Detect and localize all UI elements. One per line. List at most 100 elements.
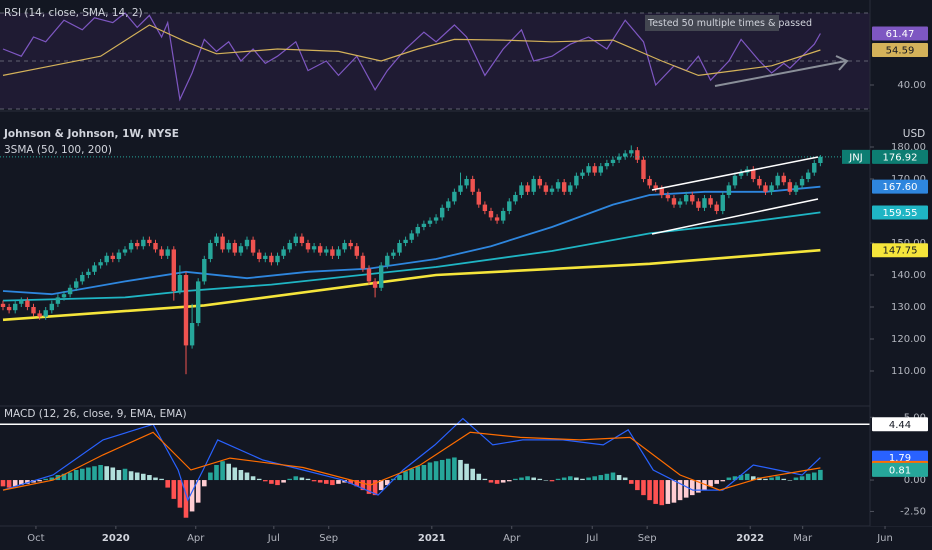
macd-title: MACD (12, 26, close, 9, EMA, EMA): [4, 408, 187, 420]
candle-body: [378, 265, 384, 288]
histogram-bar: [427, 462, 433, 481]
histogram-bar: [378, 480, 384, 491]
histogram-bar: [293, 476, 299, 481]
candle-body: [165, 249, 170, 256]
candle-body: [104, 255, 109, 263]
candle-body: [116, 252, 122, 259]
price-axis: 40.0061.4754.59180.00170.00150.00140.001…: [842, 0, 932, 526]
candle-body: [720, 195, 725, 211]
histogram-bar: [397, 475, 402, 481]
histogram-bar: [134, 472, 140, 481]
candle-body: [409, 233, 414, 240]
series-line: [2, 24, 821, 77]
price-subtitle: 3SMA (50, 100, 200): [4, 144, 112, 156]
y-tick-label: 130.00: [891, 302, 926, 313]
candle-body: [537, 179, 542, 186]
candle-body: [787, 182, 793, 192]
histogram-bar: [732, 476, 738, 481]
series-line: [2, 431, 821, 491]
histogram-bar: [67, 472, 73, 481]
price-tag: [872, 417, 928, 432]
candle-body: [793, 185, 799, 192]
candle-body: [629, 150, 634, 154]
candle-body: [757, 179, 762, 186]
candle-body: [616, 156, 622, 160]
price-tag-label: 167.60: [883, 182, 918, 193]
candle-body: [525, 185, 530, 192]
histogram-bar: [43, 478, 48, 481]
histogram-bar: [73, 470, 79, 481]
histogram-bar: [616, 475, 622, 481]
price-tag-label: 61.47: [886, 29, 915, 40]
candle-body: [568, 185, 573, 192]
candle-body: [12, 303, 18, 311]
histogram-bar: [439, 459, 445, 481]
histogram-bar: [311, 480, 317, 482]
candle-body: [19, 300, 24, 304]
candle-body: [49, 303, 54, 311]
price-tag-label: 147.75: [883, 246, 918, 257]
histogram-bar: [98, 464, 103, 481]
candle-body: [330, 249, 335, 256]
histogram-bar: [561, 477, 567, 481]
arrow: [714, 60, 847, 87]
histogram-bar: [110, 467, 116, 481]
candle-body: [635, 150, 640, 160]
histogram-bar: [104, 466, 109, 481]
candle-body: [531, 179, 536, 192]
histogram-bar: [323, 480, 329, 484]
candle-body: [263, 255, 268, 259]
histogram-bar: [671, 480, 677, 503]
candle-body: [372, 281, 378, 288]
candle-body: [55, 297, 61, 304]
histogram-bar: [445, 458, 451, 481]
candle-body: [683, 195, 689, 202]
candle-body: [360, 255, 366, 269]
candle-body: [98, 262, 103, 266]
price-tag: [872, 179, 928, 194]
histogram-bar: [494, 480, 500, 484]
histogram-bar: [128, 471, 134, 481]
histogram-bar: [598, 475, 604, 481]
x-tick-label: Oct: [27, 533, 44, 544]
histogram-bar: [360, 480, 366, 491]
histogram-bar: [720, 480, 726, 482]
candle-body: [751, 169, 756, 179]
annotation: Tested 50 multiple times & passed: [647, 18, 812, 29]
histogram-bar: [287, 478, 292, 481]
histogram-bar: [25, 480, 30, 484]
candle-body: [641, 159, 646, 179]
x-tick-label: Apr: [187, 533, 205, 544]
candle-body: [293, 236, 298, 243]
histogram-bar: [238, 470, 244, 481]
candle-body: [494, 217, 500, 221]
candle-body: [513, 195, 518, 202]
histogram-bar: [86, 467, 91, 481]
candle-body: [147, 239, 152, 243]
candle-body: [738, 172, 744, 176]
y-tick-label: 40.00: [897, 80, 926, 91]
candle-body: [177, 275, 183, 291]
histogram-bar: [140, 473, 146, 481]
candle-body: [256, 252, 262, 259]
candle-body: [439, 207, 445, 218]
candle-body: [775, 175, 780, 186]
candle-body: [586, 166, 591, 173]
candle-body: [354, 246, 359, 256]
candle-body: [470, 179, 475, 192]
y-tick-label: 120.00: [891, 334, 926, 345]
histogram-bar: [12, 480, 18, 487]
histogram-bar: [708, 480, 713, 487]
candle-body: [555, 182, 561, 189]
histogram-bar: [122, 468, 128, 481]
x-tick-label: Jun: [876, 533, 893, 544]
histogram-bar: [201, 480, 207, 487]
histogram-bar: [79, 468, 85, 481]
candle-body: [202, 259, 207, 282]
x-tick-label: 2022: [736, 533, 764, 544]
histogram-bar: [775, 476, 780, 481]
candle-body: [269, 255, 274, 263]
candle-body: [580, 172, 585, 176]
histogram-bar: [567, 476, 573, 481]
histogram-bar: [543, 480, 549, 481]
